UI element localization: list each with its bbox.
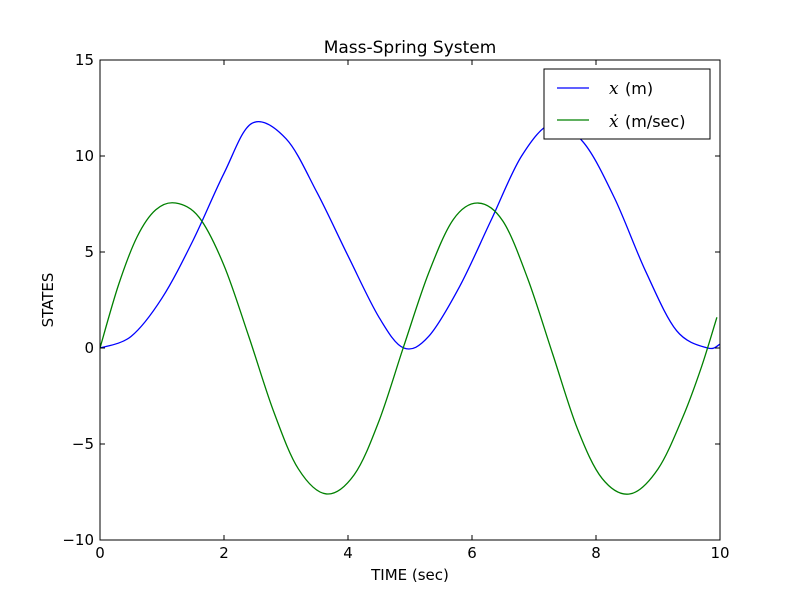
x-tick-label: 0 (95, 544, 105, 562)
y-tick-label: −10 (62, 531, 94, 549)
y-tick-label: −5 (72, 435, 94, 453)
x-tick-label: 10 (710, 544, 729, 562)
y-tick-label: 10 (75, 147, 94, 165)
ticks-layer: 0 2 4 6 8 10 −10 −5 0 5 10 15 (62, 51, 729, 562)
y-axis-label: STATES (39, 273, 57, 328)
series-line-1 (100, 202, 718, 495)
x-tick-label: 6 (467, 544, 477, 562)
y-tick-label: 15 (75, 51, 94, 69)
legend-symbol-xdot: ẋ (609, 112, 619, 132)
chart-title: Mass-Spring System (324, 38, 497, 58)
legend-box (543, 68, 711, 140)
legend-symbol-x: x (609, 79, 619, 99)
legend-label-x: (m) (625, 79, 653, 98)
x-tick-label: 2 (219, 544, 229, 562)
x-tick-label: 4 (343, 544, 353, 562)
x-axis-label: TIME (sec) (370, 566, 449, 584)
legend-label-xdot: (m/sec) (625, 112, 685, 131)
x-tick-label: 8 (591, 544, 601, 562)
legend: x (m) ẋ (m/sec) (543, 68, 711, 140)
y-tick-label: 0 (84, 339, 94, 357)
series-line-0 (100, 121, 720, 350)
plot-frame (99, 59, 721, 541)
plot-layer (100, 121, 720, 495)
y-tick-label: 5 (84, 243, 94, 261)
